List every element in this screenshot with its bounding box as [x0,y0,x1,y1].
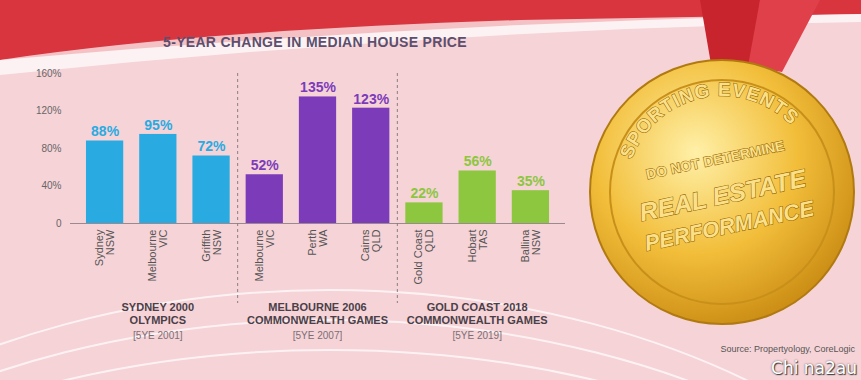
svg-text:[5YE 2007]: [5YE 2007] [293,330,343,341]
svg-text:MelbourneVIC: MelbourneVIC [253,229,276,281]
svg-text:SydneyNSW: SydneyNSW [93,229,116,266]
svg-text:SYDNEY 2000: SYDNEY 2000 [122,301,195,313]
svg-text:52%: 52% [251,157,280,173]
svg-text:95%: 95% [144,117,173,133]
svg-text:Gold CoastQLD: Gold CoastQLD [412,229,435,284]
svg-text:22%: 22% [410,185,439,201]
svg-text:123%: 123% [353,91,389,107]
svg-text:120%: 120% [36,105,62,116]
svg-text:PerthWA: PerthWA [306,229,329,256]
svg-text:160%: 160% [36,68,62,79]
svg-text:135%: 135% [300,79,336,95]
html-text:Chi na2au: Chi na2au [771,358,857,378]
svg-text:OLYMPICS: OLYMPICS [130,314,186,326]
svg-text:DO NOT DETERMINE: DO NOT DETERMINE [644,137,786,183]
svg-text:BallinaNSW: BallinaNSW [519,229,542,263]
svg-text:[5YE 2019]: [5YE 2019] [452,330,502,341]
svg-text:0: 0 [56,218,62,229]
svg-text:GriffithNSW: GriffithNSW [200,229,223,262]
svg-text:MelbourneVIC: MelbourneVIC [146,229,169,281]
svg-text:REAL ESTATE: REAL ESTATE [636,163,809,227]
svg-text:GOLD COAST 2018: GOLD COAST 2018 [427,301,528,313]
svg-text:SPORTING EVENTS: SPORTING EVENTS [615,79,804,162]
svg-text:COMMONWEALTH GAMES: COMMONWEALTH GAMES [407,314,548,326]
svg-text:72%: 72% [198,138,227,154]
svg-text:88%: 88% [91,123,120,139]
svg-text:MELBOURNE 2006: MELBOURNE 2006 [268,301,366,313]
svg-text:40%: 40% [41,180,61,191]
svg-text:CairnsQLD: CairnsQLD [359,229,382,261]
svg-text:80%: 80% [41,143,61,154]
svg-text:[5YE 2001]: [5YE 2001] [133,330,183,341]
svg-text:COMMONWEALTH GAMES: COMMONWEALTH GAMES [247,314,388,326]
svg-text:HobartTAS: HobartTAS [466,230,489,263]
svg-text:35%: 35% [517,173,546,189]
html-text:5-YEAR CHANGE IN MEDIAN HOUSE: 5-YEAR CHANGE IN MEDIAN HOUSE PRICE [163,34,467,50]
svg-text:56%: 56% [464,153,493,169]
html-text:Source: Propertyology, CoreLog: Source: Propertyology, CoreLogic [720,344,855,354]
svg-text:PERFORMANCE: PERFORMANCE [642,195,817,256]
